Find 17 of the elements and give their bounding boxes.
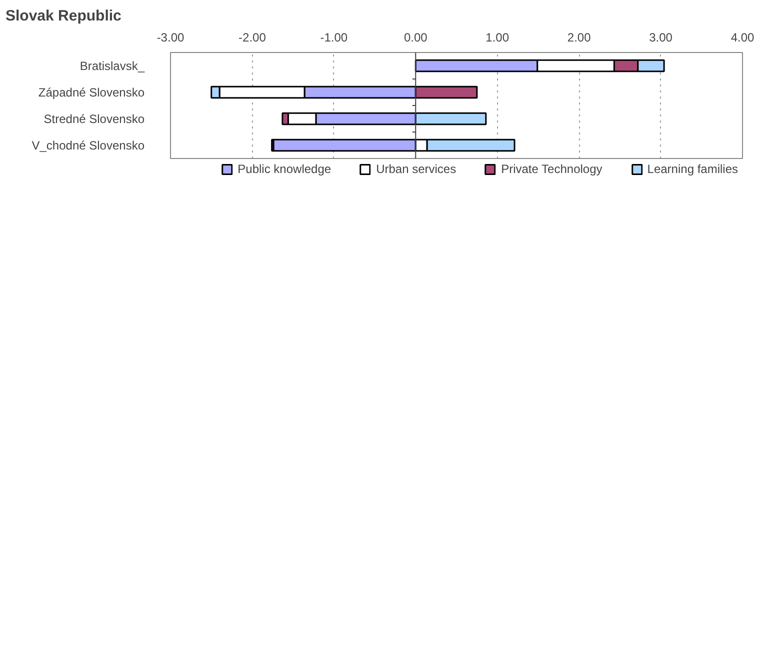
x-tick-label: 2.00	[567, 30, 592, 44]
x-tick-label: -1.00	[320, 30, 348, 44]
legend-label: Learning families	[647, 162, 738, 176]
y-tick-label: V_chodné Slovensko	[32, 138, 145, 152]
legend-label: Urban services	[376, 162, 456, 176]
y-tick-label: Stredné Slovensko	[44, 112, 145, 126]
chart-title: Slovak Republic	[6, 8, 122, 24]
y-tick-label: Západné Slovensko	[38, 85, 145, 100]
x-tick-label: -3.00	[156, 30, 184, 44]
x-tick-label: 4.00	[730, 30, 755, 44]
y-tick-label: Bratislavsk_	[80, 58, 145, 73]
x-tick-label: -2.00	[238, 30, 266, 44]
x-tick-label: 1.00	[486, 30, 510, 44]
legend-label: Public knowledge	[238, 162, 332, 176]
legend-label: Private Technology	[501, 162, 602, 176]
x-tick-label: 3.00	[649, 30, 673, 44]
x-tick-label: 0.00	[404, 30, 428, 44]
